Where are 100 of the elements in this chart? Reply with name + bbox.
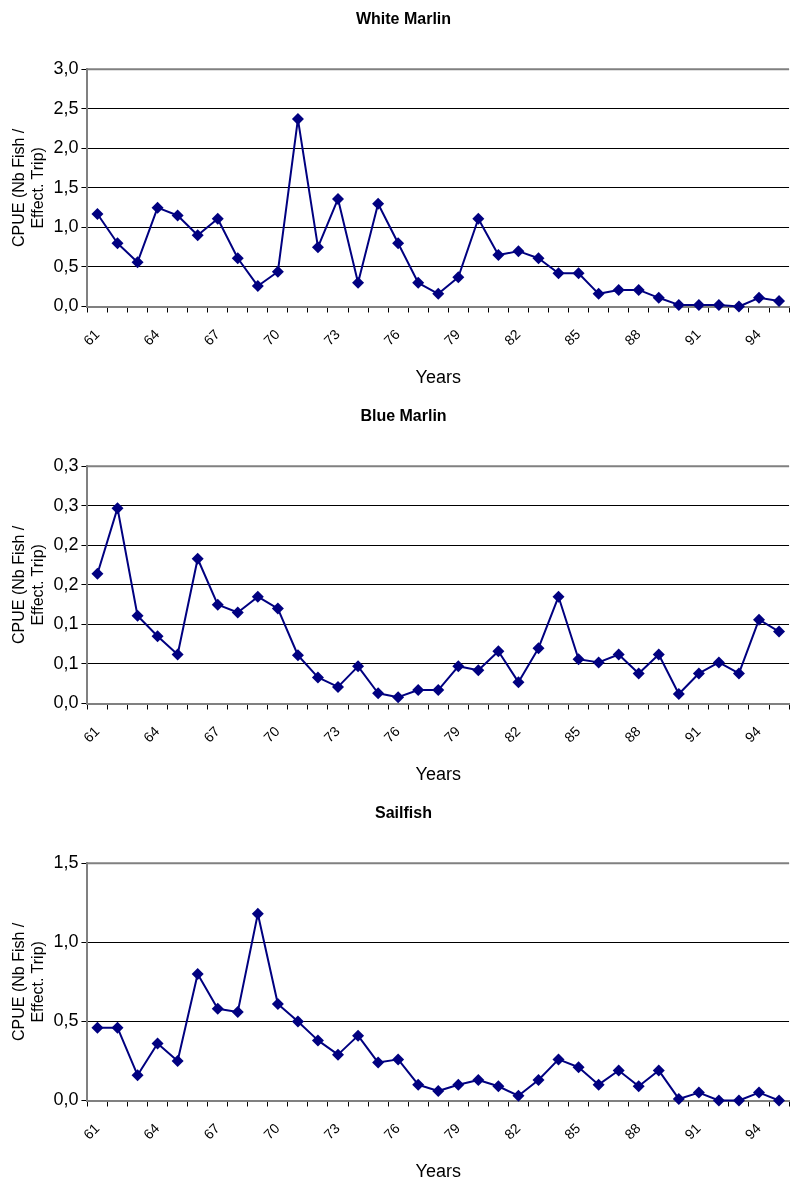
point (251, 907, 264, 920)
x-axis-title: Years (415, 764, 461, 785)
x-tick-label: 61 (79, 1119, 103, 1143)
point (492, 1080, 505, 1093)
y-axis-title: CPUE (Nb Fish / Effect. Trip) (10, 525, 47, 644)
x-tick-label: 94 (741, 722, 764, 746)
chart-title: Sailfish (375, 804, 432, 822)
x-tick-label: 85 (561, 1119, 584, 1143)
point (191, 552, 204, 565)
point (452, 1078, 465, 1091)
point (452, 271, 465, 284)
x-tick-label: 70 (260, 325, 283, 349)
point (712, 1094, 725, 1107)
point (612, 283, 625, 296)
point (332, 680, 345, 693)
y-tick-label: 2,5 (53, 97, 79, 118)
point (211, 1002, 224, 1015)
y-tick-label: 0,2 (53, 573, 79, 594)
x-tick-label: 82 (500, 722, 524, 746)
x-tick-label: 61 (79, 325, 103, 349)
x-tick-label: 79 (440, 722, 464, 746)
x-tick-label: 73 (320, 1119, 343, 1143)
x-tick-label: 79 (440, 1119, 464, 1143)
point (632, 667, 645, 680)
y-tick-label: 0,3 (53, 494, 79, 515)
point (552, 267, 565, 280)
point (752, 613, 765, 626)
x-tick-label: 88 (621, 325, 644, 349)
point (472, 212, 485, 225)
point (512, 676, 525, 689)
point (372, 1056, 385, 1069)
point (492, 249, 505, 262)
point (151, 630, 164, 643)
y-tick-label: 0,5 (53, 1010, 79, 1031)
x-tick-label: 79 (440, 325, 464, 349)
point (231, 606, 244, 619)
x-tick-label: 76 (380, 325, 404, 349)
point (311, 1034, 324, 1047)
point (652, 648, 665, 661)
point (151, 201, 164, 214)
y-axis-title: CPUE (Nb Fish / Effect. Trip) (10, 922, 47, 1041)
x-tick-label: 82 (500, 325, 524, 349)
point (592, 1078, 605, 1091)
point (773, 294, 786, 307)
point (552, 1053, 565, 1066)
point (131, 609, 144, 622)
point (211, 598, 224, 611)
x-tick-label: 76 (380, 1119, 404, 1143)
y-tick-label: 1,5 (53, 852, 79, 873)
point (412, 1078, 425, 1091)
point (592, 287, 605, 300)
point (732, 300, 745, 313)
point (672, 1092, 685, 1105)
point (432, 287, 445, 300)
x-tick-label: 73 (320, 325, 343, 349)
y-tick-label: 0,5 (53, 255, 79, 276)
point (131, 256, 144, 269)
point (432, 1085, 445, 1098)
point (111, 237, 124, 250)
point (452, 660, 465, 673)
x-axis-title: Years (415, 1161, 461, 1182)
point (432, 684, 445, 697)
x-tick-label: 67 (200, 325, 223, 349)
chart-title: White Marlin (355, 10, 452, 28)
point (592, 656, 605, 669)
point (91, 207, 104, 220)
point (91, 567, 104, 580)
point (231, 1005, 244, 1018)
point (672, 298, 685, 311)
x-tick-label: 85 (561, 722, 584, 746)
x-tick-label: 67 (200, 1119, 223, 1143)
point (512, 1089, 525, 1102)
point (372, 197, 385, 210)
y-tick-label: 1,5 (53, 176, 79, 197)
x-tick-label: 94 (741, 1119, 764, 1143)
point (291, 649, 304, 662)
y-axis-title: CPUE (Nb Fish / Effect. Trip) (10, 128, 47, 247)
point (552, 590, 565, 603)
y-tick-label: 0,1 (53, 613, 79, 634)
x-tick-label: 94 (741, 325, 764, 349)
point (773, 625, 786, 638)
point (332, 192, 345, 205)
point (632, 1080, 645, 1093)
point (472, 664, 485, 677)
point (271, 998, 284, 1010)
point (352, 1029, 365, 1042)
point (111, 502, 124, 515)
point (752, 291, 765, 304)
point (632, 283, 645, 296)
point (131, 1069, 144, 1082)
point (692, 1086, 705, 1099)
point (191, 967, 204, 980)
point (773, 1094, 786, 1107)
point (231, 252, 244, 265)
point (612, 1064, 625, 1077)
point (532, 642, 545, 655)
point (271, 265, 284, 278)
y-tick-label: 0,0 (53, 295, 79, 316)
y-tick-label: 0,1 (53, 652, 79, 673)
point (412, 276, 425, 289)
